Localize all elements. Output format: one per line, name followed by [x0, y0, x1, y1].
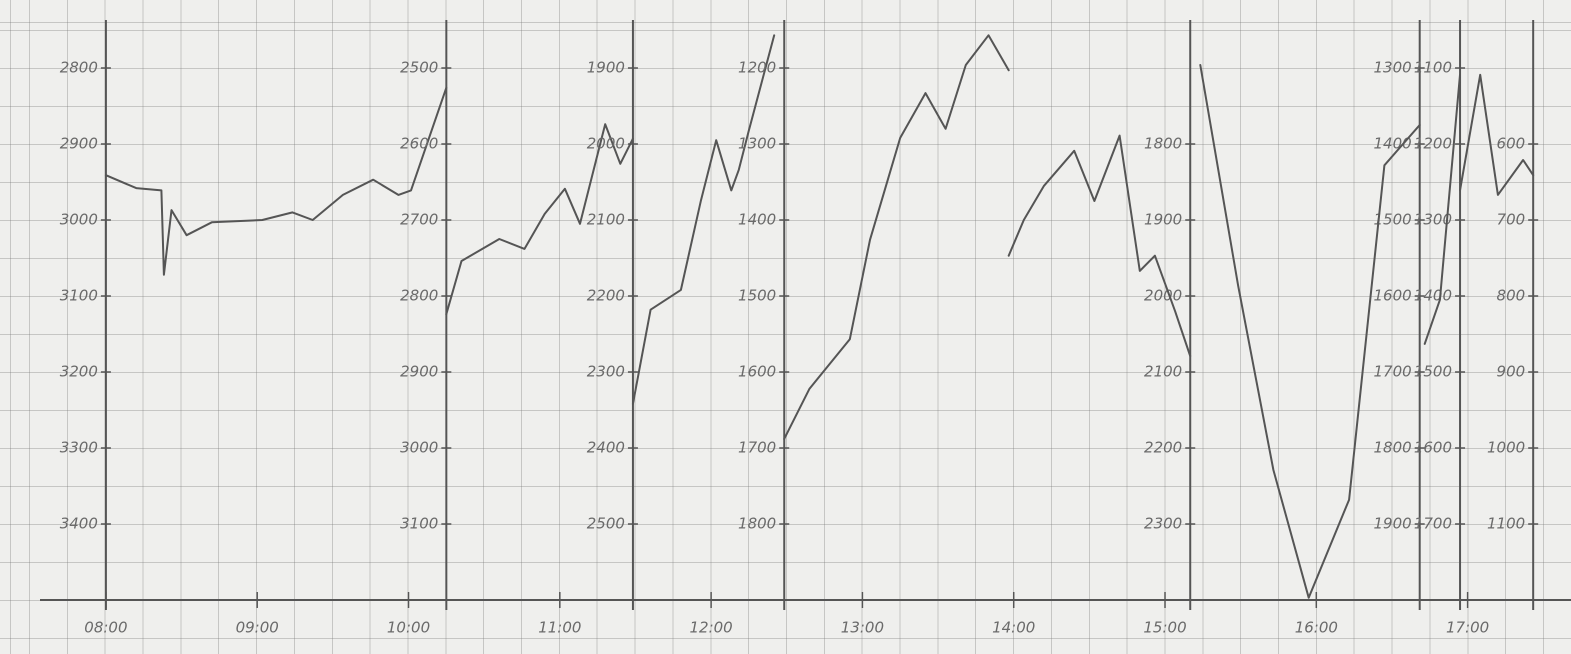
data-line: [1007, 134, 1192, 357]
y-tick-label: 2900: [400, 363, 438, 381]
y-tick-label: 2600: [400, 135, 438, 153]
y-tick-label: 1200: [738, 59, 776, 77]
y-tick-label: 3100: [400, 515, 438, 533]
y-tick-label: 1700: [1374, 363, 1412, 381]
y-tick-label: 1800: [738, 515, 776, 533]
x-tick-label: 16:00: [1295, 619, 1338, 637]
y-tick-label: 600: [1497, 135, 1526, 153]
y-tick-label: 1600: [738, 363, 776, 381]
y-tick-label: 3000: [400, 439, 438, 457]
x-tick-label: 13:00: [841, 619, 884, 637]
y-tick-label: 1400: [1374, 135, 1412, 153]
y-tick-label: 1900: [587, 59, 625, 77]
y-tick-label: 2400: [587, 439, 625, 457]
y-tick-label: 2800: [60, 59, 98, 77]
y-tick-label: 3100: [60, 287, 98, 305]
y-tick-label: 1000: [1487, 439, 1525, 457]
y-tick-label: 1700: [1414, 515, 1452, 533]
y-tick-label: 2500: [400, 59, 438, 77]
data-line: [445, 123, 634, 316]
data-line: [104, 86, 448, 276]
y-tick-label: 2700: [400, 211, 438, 229]
data-line: [783, 34, 1010, 440]
data-line: [1459, 73, 1535, 196]
y-tick-label: 1900: [1144, 211, 1182, 229]
y-tick-label: 1600: [1414, 439, 1452, 457]
y-tick-label: 1600: [1374, 287, 1412, 305]
x-tick-label: 09:00: [236, 619, 279, 637]
y-tick-label: 1800: [1144, 135, 1182, 153]
y-tick-label: 2200: [1144, 439, 1182, 457]
y-tick-label: 2900: [60, 135, 98, 153]
y-tick-label: 2800: [400, 287, 438, 305]
y-tick-label: 3000: [60, 211, 98, 229]
y-tick-label: 1300: [738, 135, 776, 153]
x-tick-label: 14:00: [992, 619, 1035, 637]
y-tick-label: 2300: [587, 363, 625, 381]
x-tick-label: 11:00: [538, 619, 581, 637]
y-tick-label: 800: [1497, 287, 1526, 305]
y-tick-label: 2000: [587, 135, 625, 153]
y-tick-label: 3200: [60, 363, 98, 381]
y-tick-label: 1900: [1374, 515, 1412, 533]
y-tick-label: 3300: [60, 439, 98, 457]
y-tick-label: 2000: [1144, 287, 1182, 305]
y-tick-label: 2200: [587, 287, 625, 305]
x-tick-label: 15:00: [1143, 619, 1186, 637]
y-tick-label: 1400: [738, 211, 776, 229]
y-tick-label: 1100: [1414, 59, 1452, 77]
y-tick-label: 1300: [1374, 59, 1412, 77]
data-line: [631, 34, 776, 405]
y-tick-label: 1700: [738, 439, 776, 457]
y-tick-label: 1300: [1414, 211, 1452, 229]
data-line: [1199, 64, 1421, 599]
x-tick-label: 17:00: [1446, 619, 1489, 637]
y-tick-label: 2300: [1144, 515, 1182, 533]
y-tick-label: 700: [1497, 211, 1526, 229]
y-tick-label: 1500: [738, 287, 776, 305]
y-tick-label: 1500: [1414, 363, 1452, 381]
y-tick-label: 900: [1497, 363, 1526, 381]
x-tick-label: 10:00: [387, 619, 430, 637]
y-tick-label: 2500: [587, 515, 625, 533]
y-tick-label: 2100: [1144, 363, 1182, 381]
x-tick-label: 12:00: [689, 619, 732, 637]
y-tick-label: 3400: [60, 515, 98, 533]
y-tick-label: 1800: [1374, 439, 1412, 457]
x-tick-label: 08:00: [84, 619, 127, 637]
y-tick-label: 2100: [587, 211, 625, 229]
y-tick-label: 1200: [1414, 135, 1452, 153]
data-line: [1423, 73, 1461, 345]
y-tick-label: 1500: [1374, 211, 1412, 229]
y-tick-label: 1400: [1414, 287, 1452, 305]
y-tick-label: 1100: [1487, 515, 1525, 533]
